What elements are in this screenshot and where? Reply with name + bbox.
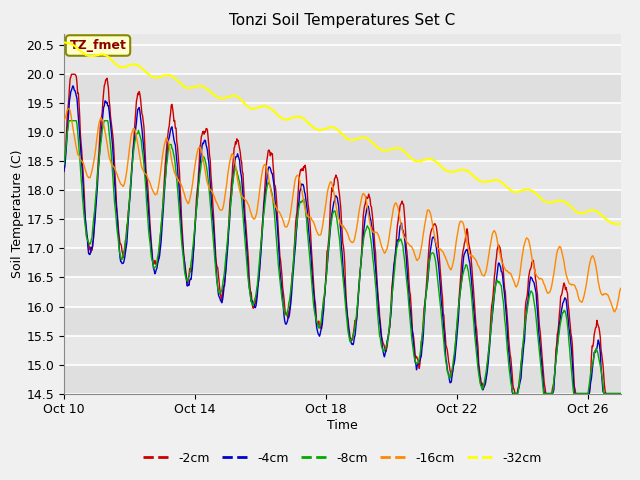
Bar — [64, 191, 621, 219]
Bar — [64, 249, 621, 277]
Bar — [64, 45, 621, 74]
Bar — [64, 132, 621, 161]
Bar — [64, 74, 621, 103]
Bar — [64, 219, 621, 249]
Bar — [64, 307, 621, 336]
Title: Tonzi Soil Temperatures Set C: Tonzi Soil Temperatures Set C — [229, 13, 456, 28]
Bar — [64, 103, 621, 132]
X-axis label: Time: Time — [327, 419, 358, 432]
Bar — [64, 365, 621, 394]
Bar — [64, 277, 621, 307]
Bar — [64, 336, 621, 365]
Y-axis label: Soil Temperature (C): Soil Temperature (C) — [11, 149, 24, 278]
Bar — [64, 161, 621, 191]
Legend: -2cm, -4cm, -8cm, -16cm, -32cm: -2cm, -4cm, -8cm, -16cm, -32cm — [138, 447, 547, 469]
Text: TZ_fmet: TZ_fmet — [70, 39, 127, 52]
